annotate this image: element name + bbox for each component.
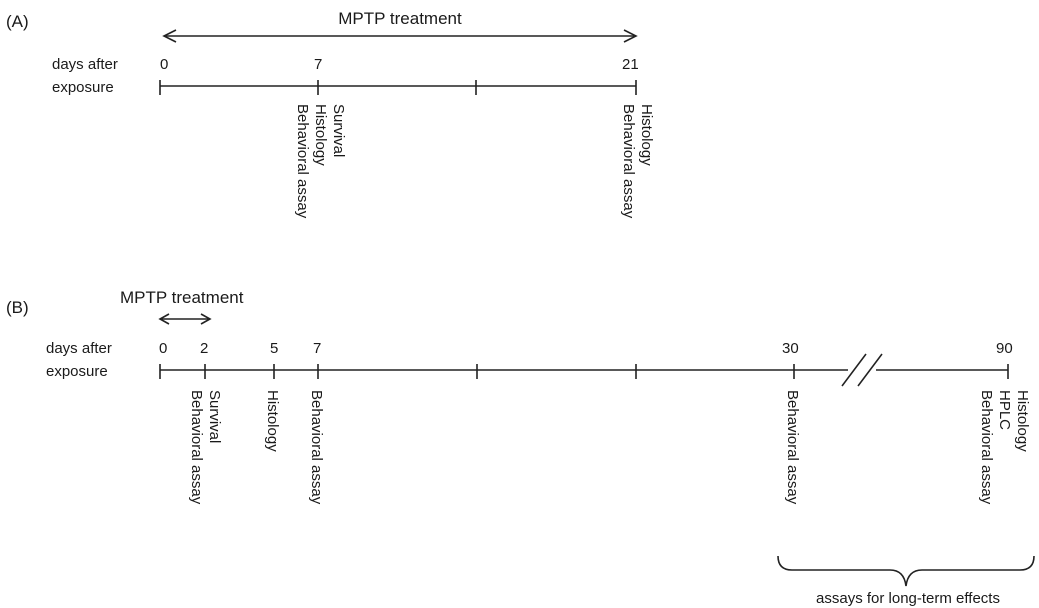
- panel-a-treatment-label: MPTP treatment: [338, 9, 462, 28]
- panel-b-axis-title-line2: exposure: [46, 363, 108, 380]
- event-behavioral-assay: Behavioral assay: [188, 390, 205, 505]
- panel-a-tick-label-21: 21: [622, 56, 639, 73]
- panel-b-tick-label-7: 7: [313, 340, 321, 357]
- panel-b-events-day-5: Histology: [264, 390, 281, 452]
- event-histology: Histology: [638, 104, 655, 166]
- panel-a-events-day-7: Survival Histology Behavioral assay: [294, 104, 347, 219]
- event-behavioral-assay: Behavioral assay: [294, 104, 311, 219]
- panel-a-tick-label-7: 7: [314, 56, 322, 73]
- panel-b-tick-label-2: 2: [200, 340, 208, 357]
- event-behavioral-assay: Behavioral assay: [308, 390, 325, 505]
- event-behavioral-assay: Behavioral assay: [978, 390, 995, 505]
- panel-a-axis: [159, 80, 637, 95]
- panel-b-tick-label-0: 0: [159, 340, 167, 357]
- panel-a-label: (A): [6, 12, 29, 31]
- event-behavioral-assay: Behavioral assay: [784, 390, 801, 505]
- panel-b-tick-label-5: 5: [270, 340, 278, 357]
- event-histology: Histology: [1014, 390, 1031, 452]
- event-behavioral-assay: Behavioral assay: [620, 104, 637, 219]
- panel-b-tick-label-30: 30: [782, 340, 799, 357]
- panel-a-events-day-21: Histology Behavioral assay: [620, 104, 655, 219]
- panel-b-treatment-arrow: [158, 313, 212, 325]
- panel-a-tick-label-0: 0: [160, 56, 168, 73]
- event-survival: Survival: [206, 390, 223, 443]
- panel-b-tick-label-90: 90: [996, 340, 1013, 357]
- panel-a-treatment-arrow: [162, 29, 638, 43]
- panel-a-axis-title-line2: exposure: [52, 79, 114, 96]
- panel-b-events-day-90: Histology HPLC Behavioral assay: [978, 390, 1031, 505]
- panel-a-axis-title-line1: days after: [52, 56, 118, 73]
- panel-b-label: (B): [6, 298, 29, 317]
- panel-b-axis-title-line1: days after: [46, 340, 112, 357]
- long-term-bracket: [777, 555, 1035, 587]
- event-histology: Histology: [264, 390, 281, 452]
- panel-b: (B) MPTP treatment days after exposure 0…: [6, 288, 1035, 607]
- panel-b-events-day-30: Behavioral assay: [784, 390, 801, 505]
- panel-a: (A) MPTP treatment days after exposure 0…: [6, 9, 655, 219]
- panel-b-axis: [159, 364, 1009, 379]
- bracket-label: assays for long-term effects: [816, 590, 1000, 607]
- event-histology: Histology: [312, 104, 329, 166]
- panel-b-events-day-2: Survival Behavioral assay: [188, 390, 223, 505]
- panel-b-treatment-label: MPTP treatment: [120, 288, 244, 307]
- axis-break-mark: [841, 353, 883, 387]
- panel-b-events-day-7: Behavioral assay: [308, 390, 325, 505]
- event-survival: Survival: [330, 104, 347, 157]
- event-hplc: HPLC: [996, 390, 1013, 430]
